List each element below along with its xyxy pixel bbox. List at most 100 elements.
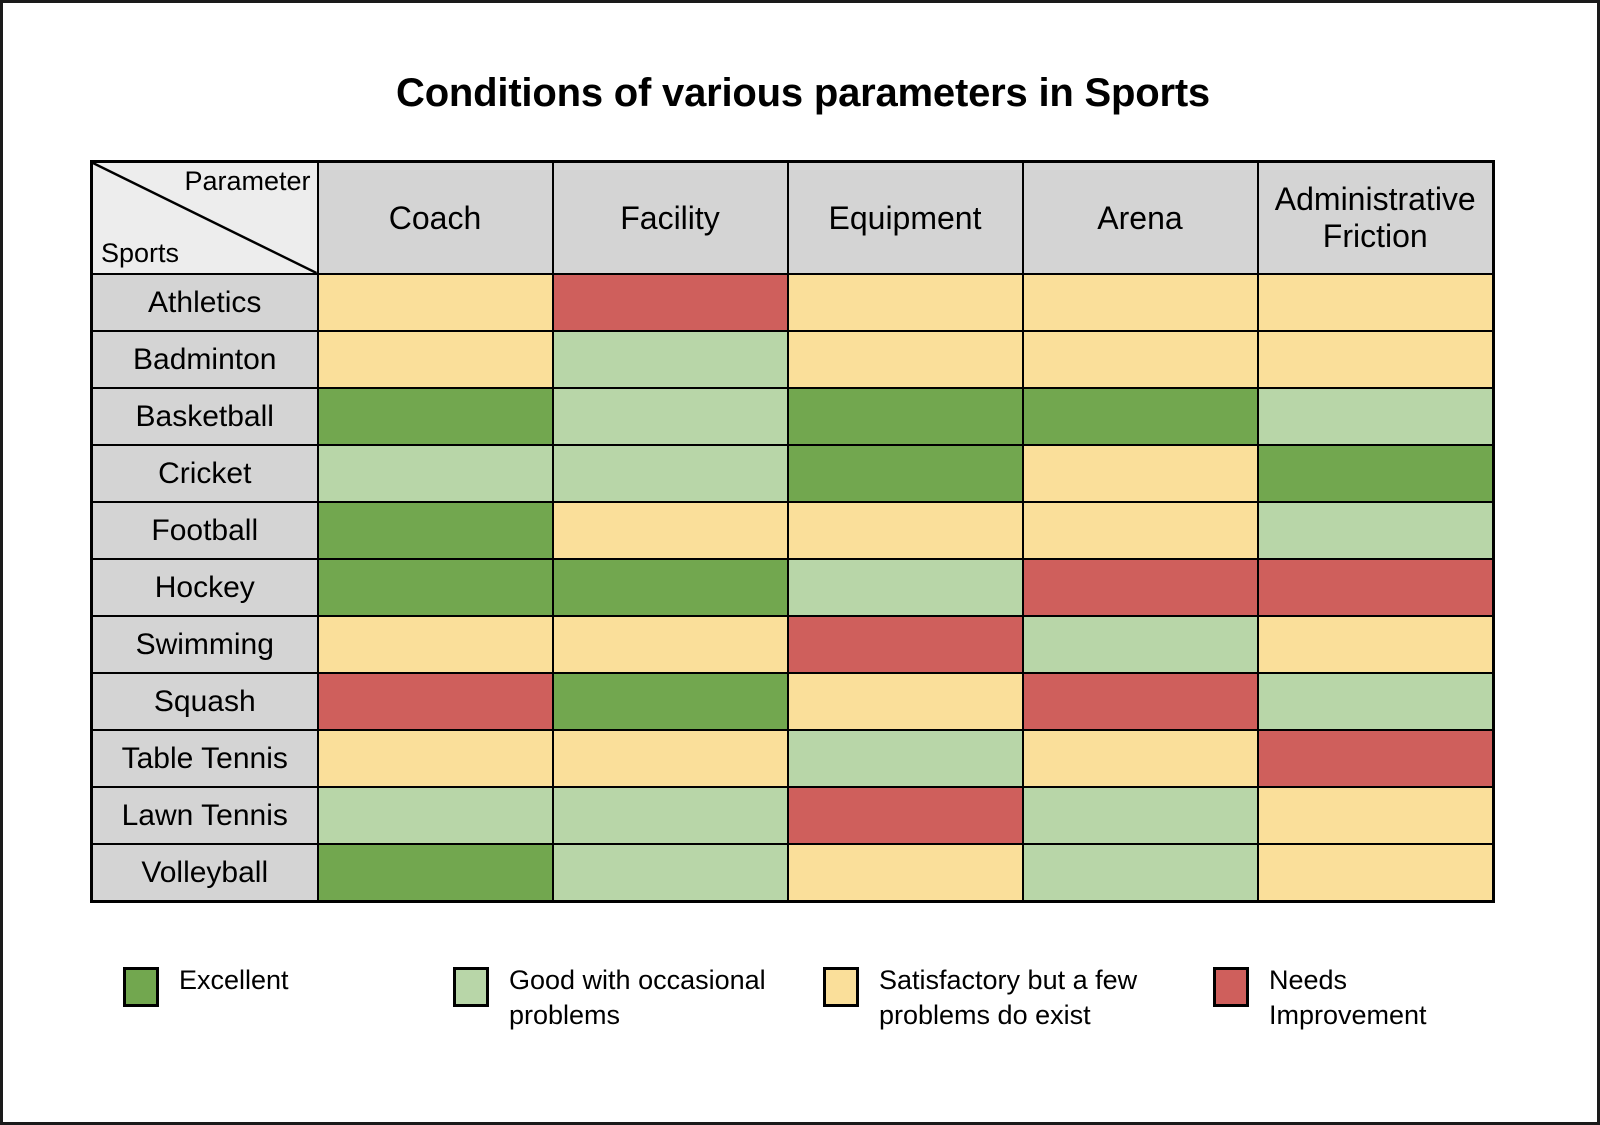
row-axis-label: Sports — [101, 238, 180, 269]
cell-squash-administrative-friction — [1256, 672, 1495, 731]
cell-badminton-administrative-friction — [1256, 330, 1495, 389]
cell-volleyball-equipment — [786, 843, 1024, 903]
cell-swimming-equipment — [786, 615, 1024, 674]
legend-label-good: Good with occasional problems — [509, 965, 766, 1031]
cell-squash-equipment — [786, 672, 1024, 731]
cell-lawn-tennis-arena — [1021, 786, 1259, 845]
cell-basketball-facility — [551, 387, 789, 446]
table-row: Athletics — [90, 273, 1495, 332]
cell-hockey-facility — [551, 558, 789, 617]
legend-swatch-good — [453, 967, 489, 1007]
table-row: Squash — [90, 672, 1495, 731]
matrix-body: Athletics Badminton Basketball Cricket Footb… — [90, 273, 1495, 903]
cell-football-arena — [1021, 501, 1259, 560]
cell-football-facility — [551, 501, 789, 560]
cell-swimming-coach — [316, 615, 554, 674]
cell-basketball-administrative-friction — [1256, 387, 1495, 446]
cell-lawn-tennis-administrative-friction — [1256, 786, 1495, 845]
row-header-volleyball: Volleyball — [90, 843, 319, 903]
cell-cricket-administrative-friction — [1256, 444, 1495, 503]
cell-basketball-arena — [1021, 387, 1259, 446]
header-row: Parameter Sports Coach Facility Equipmen… — [90, 160, 1495, 275]
legend-label-excellent: Excellent — [179, 965, 289, 995]
cell-cricket-arena — [1021, 444, 1259, 503]
column-header-facility: Facility — [551, 160, 789, 275]
diagonal-divider-icon — [93, 163, 317, 273]
row-header-athletics: Athletics — [90, 273, 319, 332]
table-row: Swimming — [90, 615, 1495, 674]
legend-item-good: Good with occasional problems — [453, 963, 823, 1033]
legend: Excellent Good with occasional problems Sa… — [123, 963, 1523, 1033]
column-header-equipment: Equipment — [786, 160, 1024, 275]
cell-swimming-facility — [551, 615, 789, 674]
cell-table-tennis-arena — [1021, 729, 1259, 788]
cell-hockey-administrative-friction — [1256, 558, 1495, 617]
row-header-cricket: Cricket — [90, 444, 319, 503]
conditions-matrix-table: Parameter Sports Coach Facility Equipmen… — [90, 160, 1495, 903]
table-row: Basketball — [90, 387, 1495, 446]
row-header-squash: Squash — [90, 672, 319, 731]
table-row: Hockey — [90, 558, 1495, 617]
cell-hockey-coach — [316, 558, 554, 617]
cell-volleyball-facility — [551, 843, 789, 903]
row-header-swimming: Swimming — [90, 615, 319, 674]
cell-badminton-coach — [316, 330, 554, 389]
legend-item-satisfactory: Satisfactory but a few problems do exist — [823, 963, 1213, 1033]
page-title: Conditions of various parameters in Spor… — [396, 71, 1210, 115]
cell-football-equipment — [786, 501, 1024, 560]
legend-swatch-needs-improvement — [1213, 967, 1249, 1007]
row-header-football: Football — [90, 501, 319, 560]
cell-basketball-coach — [316, 387, 554, 446]
cell-lawn-tennis-equipment — [786, 786, 1024, 845]
column-header-administrative-friction: Administrative Friction — [1256, 160, 1495, 275]
cell-squash-arena — [1021, 672, 1259, 731]
cell-badminton-arena — [1021, 330, 1259, 389]
table-row: Volleyball — [90, 843, 1495, 903]
cell-athletics-facility — [551, 273, 789, 332]
cell-athletics-arena — [1021, 273, 1259, 332]
cell-volleyball-coach — [316, 843, 554, 903]
matrix-header: Parameter Sports Coach Facility Equipmen… — [90, 160, 1495, 275]
cell-athletics-equipment — [786, 273, 1024, 332]
cell-hockey-arena — [1021, 558, 1259, 617]
table-row: Badminton — [90, 330, 1495, 389]
column-axis-label: Parameter — [184, 166, 311, 196]
cell-lawn-tennis-facility — [551, 786, 789, 845]
row-header-badminton: Badminton — [90, 330, 319, 389]
cell-football-administrative-friction — [1256, 501, 1495, 560]
cell-badminton-equipment — [786, 330, 1024, 389]
cell-hockey-equipment — [786, 558, 1024, 617]
cell-lawn-tennis-coach — [316, 786, 554, 845]
cell-athletics-coach — [316, 273, 554, 332]
legend-label-satisfactory: Satisfactory but a few problems do exist — [879, 965, 1138, 1031]
cell-squash-coach — [316, 672, 554, 731]
table-row: Lawn Tennis — [90, 786, 1495, 845]
row-header-hockey: Hockey — [90, 558, 319, 617]
cell-volleyball-arena — [1021, 843, 1259, 903]
cell-basketball-equipment — [786, 387, 1024, 446]
cell-volleyball-administrative-friction — [1256, 843, 1495, 903]
cell-table-tennis-facility — [551, 729, 789, 788]
row-header-lawn-tennis: Lawn Tennis — [90, 786, 319, 845]
legend-item-excellent: Excellent — [123, 963, 453, 1007]
matrix-container: Parameter Sports Coach Facility Equipmen… — [90, 160, 1495, 903]
corner-axis-cell: Parameter Sports — [90, 160, 319, 275]
cell-badminton-facility — [551, 330, 789, 389]
column-header-coach: Coach — [316, 160, 554, 275]
legend-swatch-excellent — [123, 967, 159, 1007]
cell-table-tennis-administrative-friction — [1256, 729, 1495, 788]
table-row: Cricket — [90, 444, 1495, 503]
cell-cricket-equipment — [786, 444, 1024, 503]
cell-table-tennis-equipment — [786, 729, 1024, 788]
cell-squash-facility — [551, 672, 789, 731]
cell-cricket-coach — [316, 444, 554, 503]
table-row: Football — [90, 501, 1495, 560]
legend-item-needs-improvement: Needs Improvement — [1213, 963, 1513, 1033]
legend-swatch-satisfactory — [823, 967, 859, 1007]
cell-football-coach — [316, 501, 554, 560]
cell-cricket-facility — [551, 444, 789, 503]
cell-swimming-arena — [1021, 615, 1259, 674]
legend-label-needs-improvement: Needs Improvement — [1269, 965, 1427, 1031]
row-header-basketball: Basketball — [90, 387, 319, 446]
